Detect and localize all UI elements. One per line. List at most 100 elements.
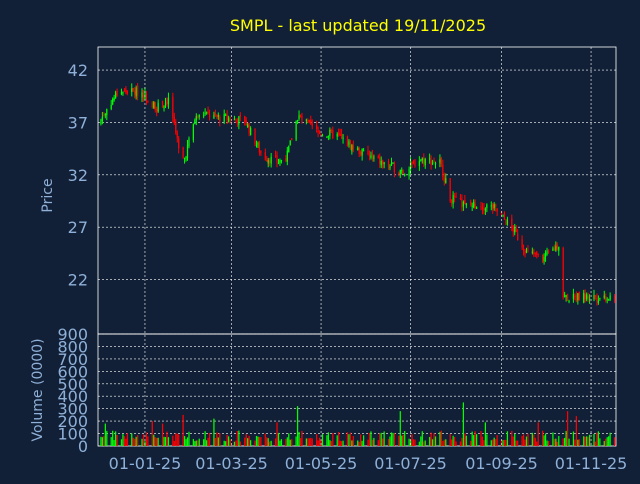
volume-bar — [459, 441, 462, 446]
candle-body — [505, 220, 507, 225]
candle-body — [547, 249, 550, 253]
candle-body — [521, 238, 523, 248]
candle-body — [389, 166, 391, 169]
volume-bar — [613, 437, 616, 446]
volume-bar — [298, 431, 300, 446]
candle-body — [330, 129, 332, 131]
candle-body — [329, 130, 331, 137]
volume-bar — [338, 431, 340, 446]
volume-bar — [470, 440, 472, 446]
candle-body — [544, 253, 547, 257]
volume-bar — [217, 437, 219, 446]
volume-panel-frame — [97, 333, 617, 447]
candle-body — [264, 152, 266, 160]
candle-body — [552, 248, 554, 251]
volume-bar — [317, 440, 319, 446]
volume-bar — [134, 438, 136, 446]
volume-bar — [367, 439, 369, 446]
volume-bar — [327, 432, 330, 446]
candle-body — [112, 98, 114, 105]
volume-bar — [443, 439, 445, 446]
volume-bar — [393, 433, 396, 446]
candle-body — [238, 116, 240, 125]
volume-bar — [483, 440, 485, 446]
volume-bar — [147, 436, 149, 446]
volume-bar — [537, 422, 539, 446]
x-tick-label: 01-11-25 — [555, 454, 628, 473]
volume-bar — [131, 433, 133, 446]
volume-bar — [113, 440, 115, 446]
candle-body — [411, 161, 413, 164]
volume-bar — [260, 437, 262, 446]
candle-body — [531, 251, 533, 253]
volume-bar — [373, 437, 375, 446]
volume-bar — [219, 433, 221, 446]
volume-bar — [593, 433, 595, 446]
candle-body — [310, 119, 312, 124]
candle-body — [575, 294, 578, 302]
volume-bar — [556, 441, 558, 446]
candle-body — [110, 105, 112, 110]
candle-body — [574, 295, 576, 297]
volume-bar — [439, 431, 441, 446]
candle-body — [492, 204, 494, 210]
candle-body — [553, 247, 555, 251]
candle-body — [134, 90, 136, 95]
volume-bar — [434, 436, 437, 446]
volume-bar — [279, 440, 281, 446]
volume-bar — [203, 439, 205, 446]
candle-body — [198, 114, 200, 117]
volume-bar — [194, 441, 196, 446]
volume-bar — [475, 434, 478, 446]
candle-body — [226, 115, 228, 120]
candle-body — [536, 251, 538, 255]
candle-body — [431, 162, 434, 164]
candle-body — [348, 141, 350, 145]
candle-body — [511, 218, 513, 227]
volume-bar — [543, 435, 545, 446]
candle-body — [163, 105, 165, 109]
volume-bar — [255, 435, 258, 446]
candle-body — [566, 294, 569, 301]
candle-body — [267, 160, 269, 164]
volume-bar — [141, 438, 143, 446]
candle-body — [247, 124, 249, 128]
volume-bar — [295, 436, 297, 446]
volume-bar — [135, 436, 137, 446]
candle-body — [613, 296, 616, 301]
candle-body — [495, 204, 497, 207]
volume-bar — [348, 434, 350, 446]
volume-bar — [555, 438, 557, 446]
volume-bar — [495, 439, 497, 446]
candle-body — [125, 88, 127, 92]
candle-body — [502, 214, 504, 216]
volume-bar — [321, 434, 324, 446]
volume-bar — [123, 436, 126, 446]
candle-body — [269, 160, 271, 164]
volume-bar — [597, 431, 600, 446]
candle-body — [217, 115, 219, 117]
volume-bar — [153, 434, 155, 446]
candle-body — [433, 160, 435, 163]
volume-bar — [474, 431, 476, 446]
candle-body — [308, 119, 310, 122]
volume-bar — [486, 434, 488, 446]
candle-body — [440, 158, 443, 165]
candle-body — [285, 158, 287, 161]
volume-bar — [308, 438, 310, 446]
candle-body — [204, 113, 206, 115]
volume-bar — [192, 438, 195, 446]
volume-bar — [568, 438, 570, 446]
candle-body — [340, 134, 343, 138]
volume-bar — [225, 441, 227, 446]
candle-body — [465, 203, 467, 206]
candle-body — [597, 300, 600, 304]
volume-bar — [527, 433, 529, 446]
volume-bar — [586, 436, 588, 446]
volume-bar — [370, 431, 372, 446]
candle-body — [135, 87, 137, 97]
candle-body — [594, 295, 597, 298]
volume-bar — [382, 438, 384, 446]
volume-tick-label: 900 — [57, 325, 88, 344]
